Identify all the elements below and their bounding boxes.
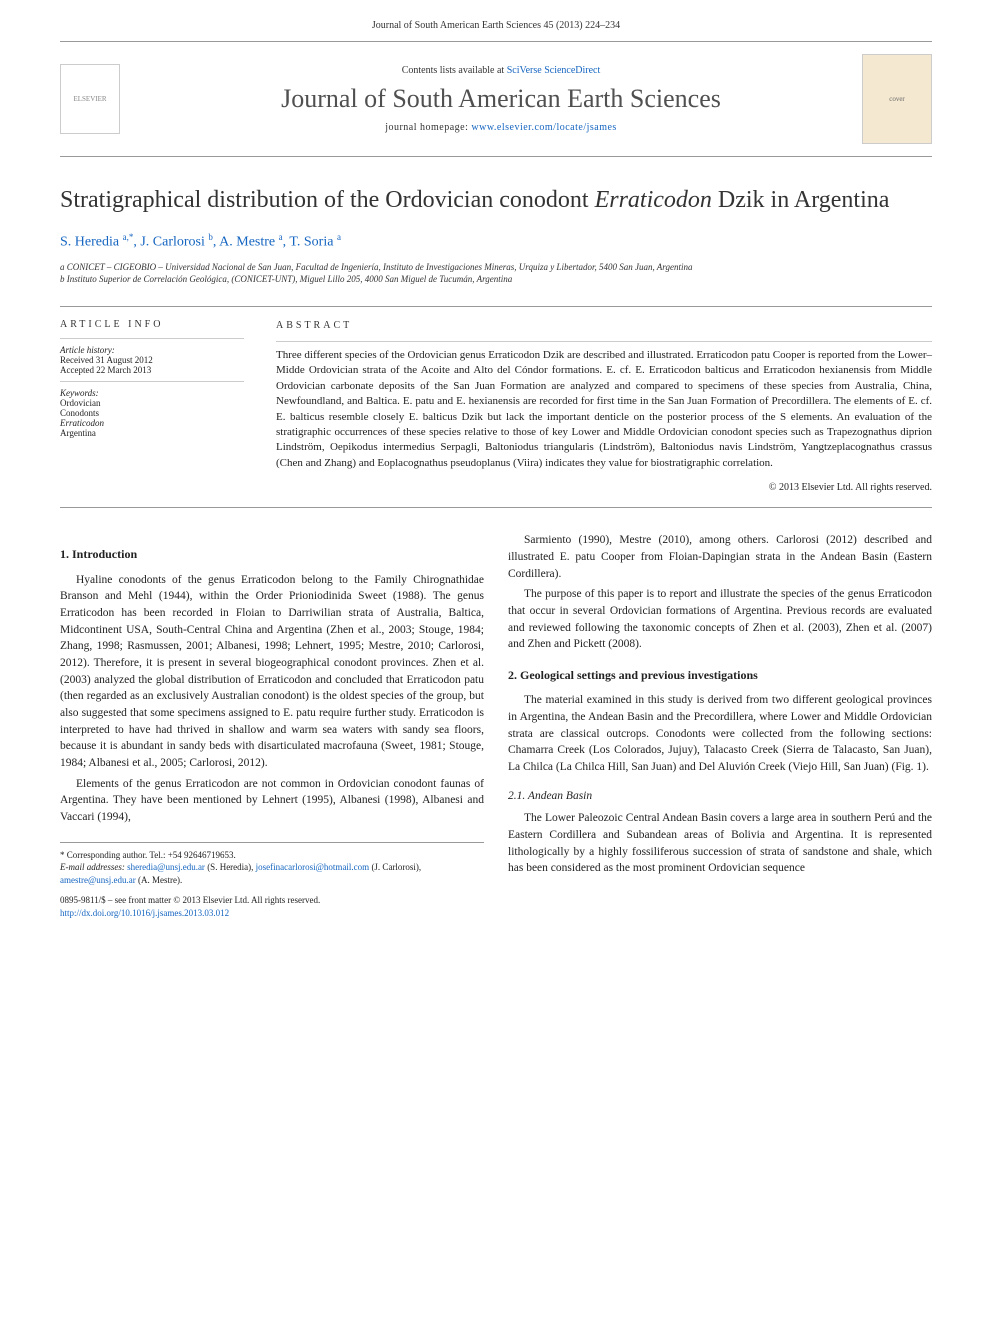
body-column-left: 1. Introduction Hyaline conodonts of the… [60,532,484,919]
accepted-date: Accepted 22 March 2013 [60,365,244,375]
affiliation-a: a CONICET – CIGEOBIO – Universidad Nacio… [60,261,932,274]
intro-para-1: Hyaline conodonts of the genus Erraticod… [60,572,484,772]
homepage-prefix: journal homepage: [385,122,471,133]
email-addresses: E-mail addresses: sheredia@unsj.edu.ar (… [60,861,484,886]
geo-heading: 2. Geological settings and previous inve… [508,667,932,684]
email-who-1: (S. Heredia), [205,862,256,872]
abstract-text: Three different species of the Ordovicia… [276,348,932,471]
authors-list: S. Heredia a,*, J. Carlorosi b, A. Mestr… [60,232,932,251]
email-link-2[interactable]: josefinacarlorosi@hotmail.com [256,862,370,872]
journal-cover-thumbnail: cover [862,54,932,144]
issn-line: 0895-9811/$ – see front matter © 2013 El… [60,894,484,907]
geo-para-1: The material examined in this study is d… [508,692,932,775]
sciencedirect-link[interactable]: SciVerse ScienceDirect [507,65,601,76]
title-post: Dzik in Argentina [712,187,890,213]
body-two-columns: 1. Introduction Hyaline conodonts of the… [60,532,932,919]
journal-homepage-line: journal homepage: www.elsevier.com/locat… [140,122,862,133]
abstract-copyright: © 2013 Elsevier Ltd. All rights reserved… [276,481,932,495]
affiliation-b: b Instituto Superior de Correlación Geol… [60,273,932,286]
elsevier-logo: ELSEVIER [60,64,120,134]
body-column-right: Sarmiento (1990), Mestre (2010), among o… [508,532,932,919]
col2-para-1: Sarmiento (1990), Mestre (2010), among o… [508,532,932,582]
email-link-1[interactable]: sheredia@unsj.edu.ar [127,862,205,872]
received-date: Received 31 August 2012 [60,355,244,365]
keyword: Erraticodon [60,418,244,428]
corresponding-author: * Corresponding author. Tel.: +54 926467… [60,849,484,862]
journal-header: ELSEVIER Contents lists available at Sci… [60,41,932,157]
header-center: Contents lists available at SciVerse Sci… [140,65,862,133]
footnotes-block: * Corresponding author. Tel.: +54 926467… [60,842,484,887]
affiliations-block: a CONICET – CIGEOBIO – Universidad Nacio… [60,261,932,286]
andean-heading: 2.1. Andean Basin [508,788,932,805]
journal-citation: Journal of South American Earth Sciences… [60,20,932,31]
keyword: Argentina [60,428,244,438]
title-pre: Stratigraphical distribution of the Ordo… [60,187,595,213]
intro-heading: 1. Introduction [60,546,484,563]
andean-para-1: The Lower Paleozoic Central Andean Basin… [508,810,932,877]
keywords-label: Keywords: [60,388,244,398]
abstract-column: ABSTRACT Three different species of the … [260,307,932,507]
email-who-3: (A. Mestre). [136,875,183,885]
homepage-link[interactable]: www.elsevier.com/locate/jsames [471,122,616,133]
col2-para-2: The purpose of this paper is to report a… [508,586,932,653]
journal-title: Journal of South American Earth Sciences [140,84,862,114]
email-who-2: (J. Carlorosi), [369,862,421,872]
email-link-3[interactable]: amestre@unsj.edu.ar [60,875,136,885]
history-label: Article history: [60,345,244,355]
doi-link[interactable]: http://dx.doi.org/10.1016/j.jsames.2013.… [60,908,229,918]
email-label: E-mail addresses: [60,862,125,872]
keyword: Ordovician [60,398,244,408]
abstract-label: ABSTRACT [276,319,932,333]
front-matter-block: 0895-9811/$ – see front matter © 2013 El… [60,894,484,919]
keyword: Conodonts [60,408,244,418]
article-info-label: ARTICLE INFO [60,319,244,330]
info-abstract-row: ARTICLE INFO Article history: Received 3… [60,306,932,508]
article-info-column: ARTICLE INFO Article history: Received 3… [60,307,260,507]
contents-prefix: Contents lists available at [402,65,507,76]
contents-available-line: Contents lists available at SciVerse Sci… [140,65,862,76]
intro-para-2: Elements of the genus Erraticodon are no… [60,776,484,826]
title-italic: Erraticodon [595,187,712,213]
article-title: Stratigraphical distribution of the Ordo… [60,185,932,216]
